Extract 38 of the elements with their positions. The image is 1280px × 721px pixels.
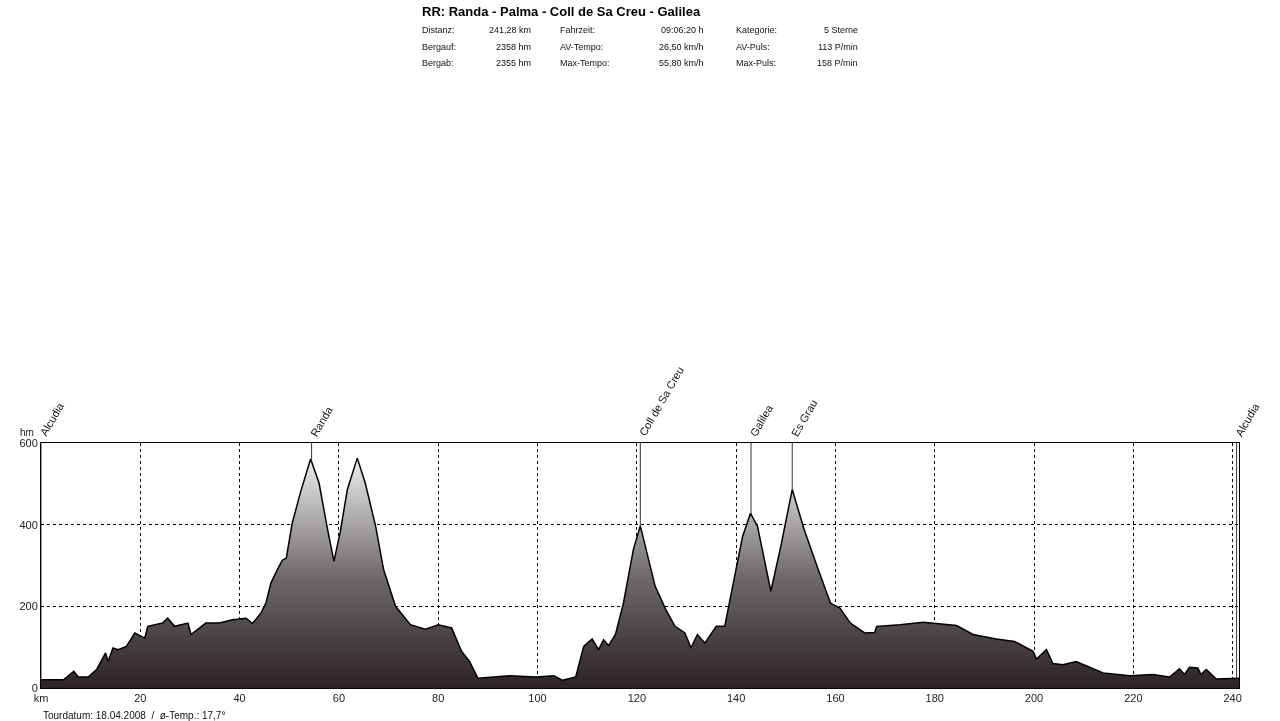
y-tick-label: 0 <box>31 681 38 694</box>
x-tick-label: 200 <box>1024 692 1044 705</box>
text: AV-Tempo: <box>560 42 604 52</box>
text: Bergab: <box>422 58 454 68</box>
text: 113 P/min <box>818 42 858 52</box>
x-tick-label: 20 <box>134 692 147 705</box>
text: 158 P/min <box>817 58 858 68</box>
y-axis-title: hm <box>20 427 34 438</box>
x-tick-label: 80 <box>432 692 445 705</box>
x-tick-label: 40 <box>233 692 246 705</box>
x-tick-label: 240 <box>1223 692 1242 705</box>
x-tick-label: 100 <box>528 692 547 705</box>
text: Tourdatum: 18.04.2008 / ø-Temp.: 17,7° <box>43 710 226 721</box>
text: Max-Tempo: <box>560 58 610 68</box>
text: 241,28 km <box>489 25 532 35</box>
text: 26,50 km/h <box>659 42 704 52</box>
text: 55,80 km/h <box>659 58 704 68</box>
y-tick-label: 400 <box>19 518 38 531</box>
x-tick-label: km <box>33 692 49 705</box>
y-tick-label: 600 <box>19 436 38 449</box>
x-tick-label: 60 <box>332 692 346 705</box>
text: AV-Puls: <box>736 42 770 52</box>
text: Distanz: <box>422 25 455 35</box>
text: Kategorie: <box>736 25 778 35</box>
text: 2355 hm <box>496 58 532 68</box>
x-tick-label: 160 <box>826 692 845 705</box>
text: 09:06:20 h <box>661 25 704 35</box>
x-tick-label: 140 <box>726 692 746 705</box>
x-tick-label: 180 <box>925 692 944 705</box>
chart-title: RR: Randa - Palma - Coll de Sa Creu - Galilea <box>422 4 701 19</box>
text: 2358 hm <box>496 42 532 52</box>
x-tick-label: 120 <box>627 692 646 705</box>
y-tick-label: 200 <box>19 600 38 613</box>
text: Bergauf: <box>422 42 457 52</box>
text: Fahrzeit: <box>560 25 596 35</box>
text: Max-Puls: <box>736 58 777 68</box>
x-tick-label: 220 <box>1124 692 1143 705</box>
text: 5 Sterne <box>824 25 859 35</box>
